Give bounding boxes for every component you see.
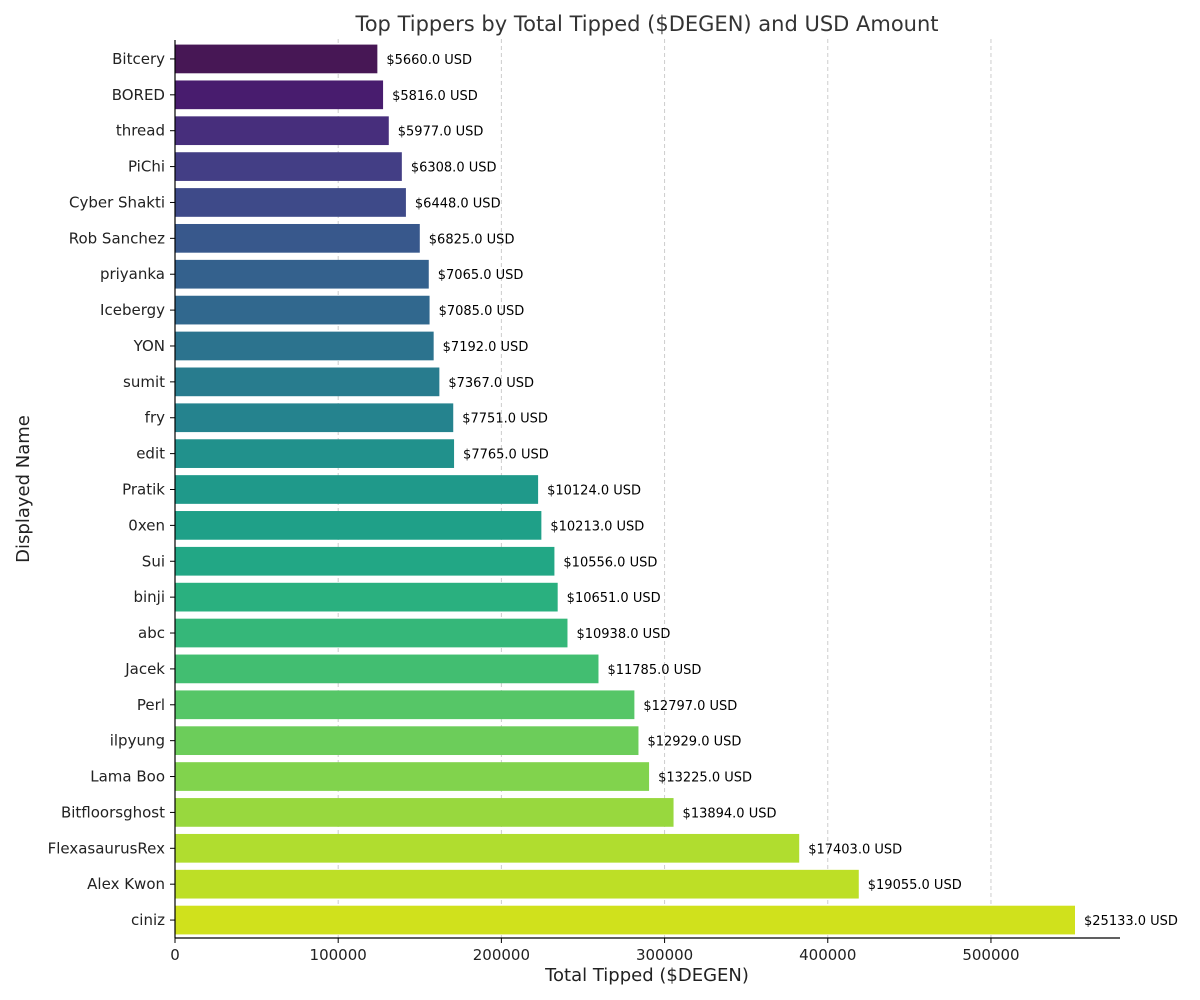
data-label: $5816.0 USD [392,89,478,104]
y-tick-label: fry [145,409,165,427]
data-label: $10213.0 USD [550,519,644,534]
data-label: $10556.0 USD [563,555,657,570]
bar [175,833,800,863]
y-tick-label: binji [133,588,165,606]
y-tick-labels: Bitcery BORED thread PiChi Cyber Shakti Rob S… [48,50,175,929]
bar [175,331,434,361]
data-labels: $5660.0 USD $5816.0 USD $5977.0 USD $6308.0… [386,53,1178,929]
y-tick-label: Bitfloorsghost [61,803,165,821]
y-tick-label: FlexasaurusRex [48,839,166,857]
data-label: $10938.0 USD [576,627,670,642]
bar [175,152,402,181]
data-label: $17403.0 USD [808,842,902,857]
y-tick-label: 0xen [128,516,165,534]
bar [175,690,635,720]
data-label: $6308.0 USD [411,161,497,176]
y-tick-label: Alex Kwon [87,875,165,893]
bar [175,367,440,397]
bar [175,259,429,289]
data-label: $19055.0 USD [868,878,962,893]
data-label: $13894.0 USD [683,806,777,821]
y-tick-label: Perl [137,696,165,714]
bar [175,654,599,684]
bar [175,511,542,540]
y-tick-label: Pratik [122,481,165,499]
data-label: $11785.0 USD [607,663,701,678]
bars [175,44,1075,935]
y-tick-label: PiChi [128,158,165,176]
data-label: $7085.0 USD [439,304,525,319]
x-tick-label: 500000 [962,946,1019,964]
y-tick-label: Rob Sanchez [69,229,165,247]
bar [175,223,420,253]
y-tick-label: thread [116,122,165,140]
y-tick-label: Bitcery [112,50,165,68]
bar [175,546,555,576]
y-tick-label: YON [133,337,165,355]
bar [175,798,674,827]
data-label: $6448.0 USD [415,196,501,211]
bar [175,582,558,612]
y-tick-label: abc [138,624,165,642]
data-label: $7751.0 USD [462,412,548,427]
y-tick-label: Jacek [124,660,165,678]
y-tick-label: priyanka [100,265,165,283]
data-label: $12929.0 USD [647,735,741,750]
y-tick-label: sumit [123,373,165,391]
bar [175,475,539,504]
bar [175,403,454,433]
x-axis-title: Total Tipped ($DEGEN) [544,965,749,986]
data-label: $7065.0 USD [438,268,524,283]
data-label: $10124.0 USD [547,484,641,499]
y-axis-title: Displayed Name [13,415,34,563]
x-tick-label: 100000 [310,946,367,964]
x-tick-label: 200000 [473,946,530,964]
bar [175,80,384,110]
bar [175,762,650,791]
bar [175,726,639,756]
data-label: $6825.0 USD [429,232,515,247]
y-tick-label: ciniz [131,911,165,929]
bar [175,44,378,74]
y-tick-label: BORED [112,86,165,104]
bar [175,905,1075,935]
x-tick-label: 300000 [636,946,693,964]
bar [175,116,389,146]
data-label: $5660.0 USD [386,53,472,68]
y-tick-label: Cyber Shakti [69,193,165,211]
y-tick-label: Icebergy [100,301,165,319]
y-tick-label: edit [136,445,165,463]
data-label: $10651.0 USD [567,591,661,606]
data-label: $5977.0 USD [398,125,484,140]
x-tick-label: 400000 [799,946,856,964]
data-label: $7367.0 USD [448,376,534,391]
bar [175,618,568,648]
x-tick-labels: 0 100000 200000 300000 400000 500000 [170,938,1020,964]
data-label: $12797.0 USD [643,699,737,714]
bar [175,295,430,325]
y-tick-label: Sui [142,552,165,570]
y-tick-label: Lama Boo [90,768,165,786]
y-tick-label: ilpyung [110,732,165,750]
data-label: $7192.0 USD [443,340,529,355]
data-label: $25133.0 USD [1084,914,1178,929]
bar [175,439,455,468]
chart-title: Top Tippers by Total Tipped ($DEGEN) and… [354,12,938,36]
bar [175,869,859,899]
data-label: $7765.0 USD [463,448,549,463]
data-label: $13225.0 USD [658,771,752,786]
bar [175,188,406,217]
x-tick-label: 0 [170,946,180,964]
